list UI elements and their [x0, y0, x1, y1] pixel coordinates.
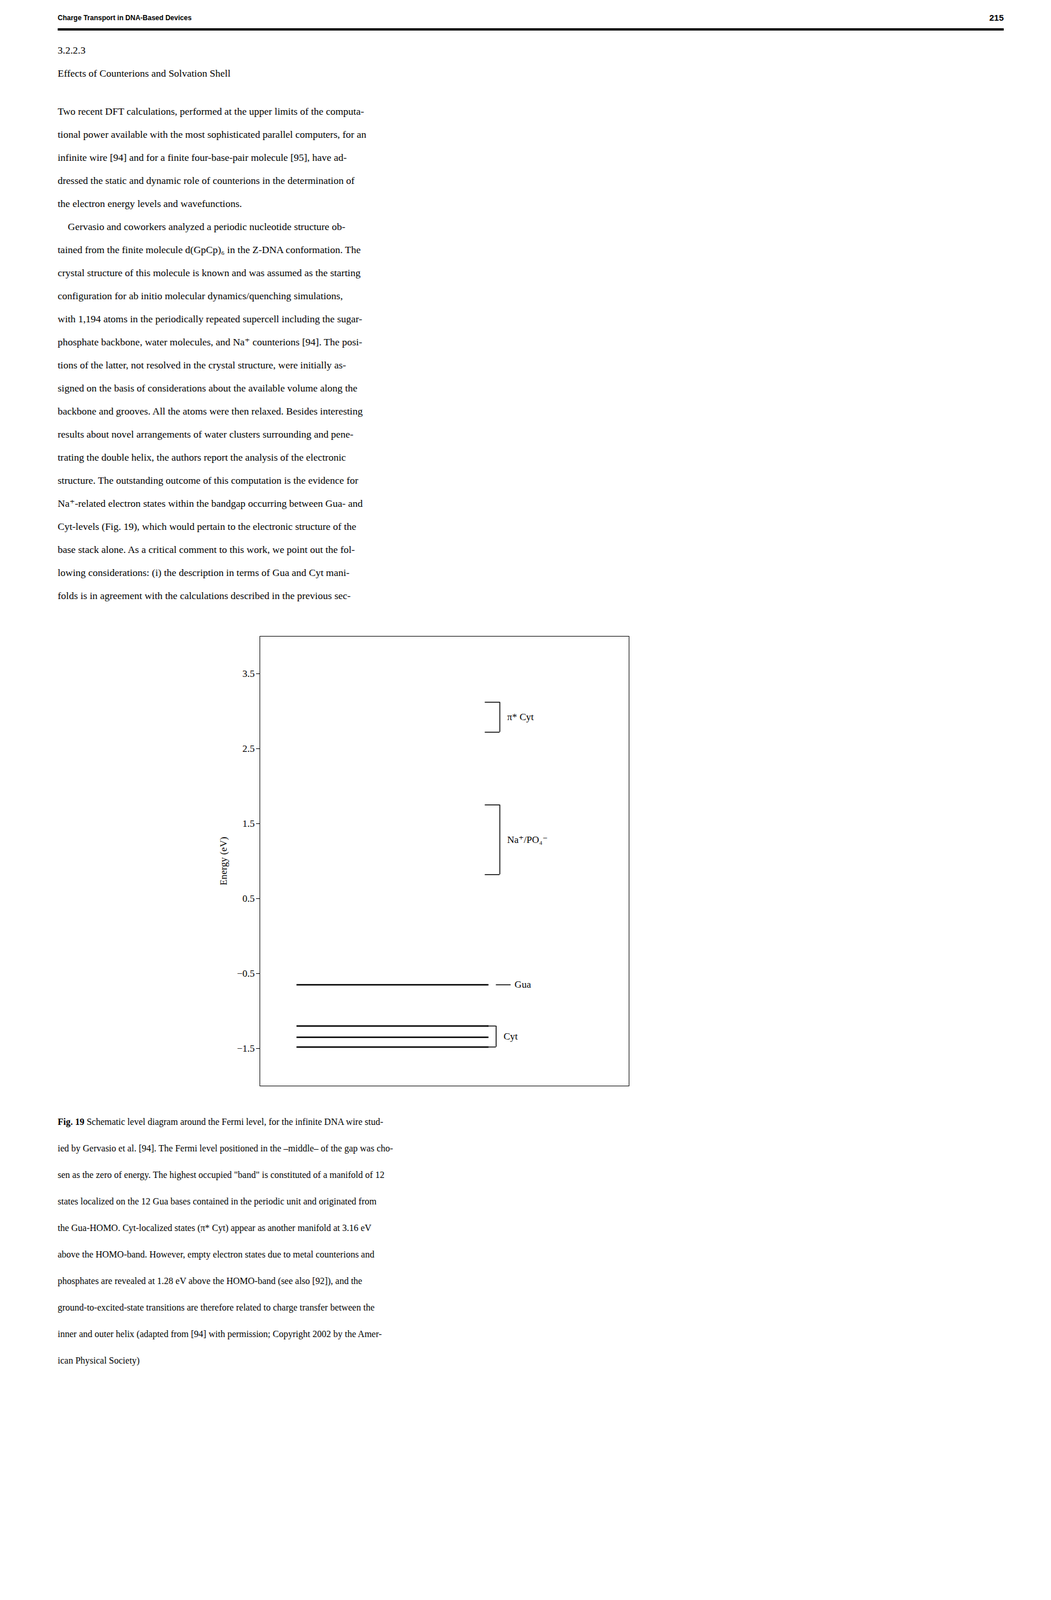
html-text:the electron energy levels and: the electron energy levels and wavefunct…	[57, 197, 242, 210]
html-text:dressed the static and dynamic: dressed the static and dynamic role of c…	[57, 174, 355, 187]
svg-text:−1.5: −1.5	[237, 1043, 255, 1055]
html-text:tional power available with th: tional power available with the most sop…	[57, 128, 367, 141]
html-text:signed on the basis of conside: signed on the basis of considerations ab…	[57, 382, 358, 394]
html-text:configuration for ab initio mo: configuration for ab initio molecular dy…	[57, 290, 343, 302]
html-text:sen as the zero of energy. The: sen as the zero of energy. The highest o…	[57, 1170, 385, 1181]
svg-text:3.5: 3.5	[242, 668, 255, 680]
html-text:with 1,194 atoms in the period: with 1,194 atoms in the periodically rep…	[57, 313, 363, 325]
html-text:ied by Gervasio et al. [94]. T: ied by Gervasio et al. [94]. The Fermi l…	[57, 1143, 394, 1154]
svg-text:0.5: 0.5	[242, 893, 255, 905]
html-text:3.2.2.3: 3.2.2.3	[57, 44, 86, 56]
html-text:the Gua-HOMO. Cyt-localized st: the Gua-HOMO. Cyt-localized states (π* C…	[57, 1223, 372, 1234]
svg-text:2.5: 2.5	[242, 743, 255, 755]
html-text:backbone and grooves. All the: backbone and grooves. All the atoms were…	[57, 405, 363, 418]
svg-text:Cyt: Cyt	[503, 1031, 519, 1043]
html-text:base stack alone. As a critica: base stack alone. As a critical comment …	[57, 543, 355, 556]
html-text:Charge Transport in DNA-Based: Charge Transport in DNA-Based Devices	[57, 13, 192, 22]
html-text:inner and outer helix (adapted: inner and outer helix (adapted from [94]…	[57, 1329, 382, 1340]
html-text:Gervasio and coworkers analyze: Gervasio and coworkers analyzed a period…	[57, 220, 346, 233]
html-text:tained from the finite molecul: tained from the finite molecule d(GpCp)₆…	[57, 244, 361, 256]
svg-text:−0.5: −0.5	[237, 968, 255, 980]
html-text:Fig. 19 Schematic level diagra: Fig. 19 Schematic level diagram around t…	[57, 1117, 384, 1128]
html-text:tions of the latter, not resol: tions of the latter, not resolved in the…	[57, 359, 346, 371]
svg-text:1.5: 1.5	[242, 818, 255, 830]
html-text:states localized on the 12 Gua: states localized on the 12 Gua bases con…	[57, 1196, 377, 1207]
html-text:Effects of Counterions and Sol: Effects of Counterions and Solvation She…	[57, 67, 231, 80]
html-text:Na⁺-related electron states wi: Na⁺-related electron states within the b…	[57, 497, 363, 510]
html-text:trating the double helix, the: trating the double helix, the authors re…	[57, 451, 346, 464]
html-text:results about novel arrangemen: results about novel arrangements of wate…	[57, 428, 354, 441]
html-text:infinite wire [94] and for a f: infinite wire [94] and for a finite four…	[57, 151, 347, 164]
html-text:above the HOMO-band. However,: above the HOMO-band. However, empty elec…	[57, 1250, 375, 1260]
html-text:crystal structure of this mole: crystal structure of this molecule is kn…	[57, 267, 361, 279]
svg-text:Energy (eV): Energy (eV)	[218, 836, 230, 886]
svg-text:Na⁺/PO₄⁻: Na⁺/PO₄⁻	[507, 834, 548, 846]
html-text:Two recent DFT calculations, p: Two recent DFT calculations, performed a…	[57, 105, 365, 118]
html-text:phosphates are revealed at 1.2: phosphates are revealed at 1.28 eV above…	[57, 1276, 363, 1287]
svg-text:Gua: Gua	[514, 979, 532, 991]
html-text:lowing considerations: (i) the: lowing considerations: (i) the descripti…	[57, 567, 350, 579]
html-text:folds is in agreement with the: folds is in agreement with the calculati…	[57, 590, 351, 602]
html-text:ican Physical Society): ican Physical Society)	[57, 1356, 140, 1366]
html-text:215: 215	[989, 12, 1004, 23]
html-text:ground-to-excited-state transi: ground-to-excited-state transitions are …	[57, 1303, 375, 1313]
svg-text:π* Cyt: π* Cyt	[507, 711, 534, 723]
html-text:structure. The outstanding out: structure. The outstanding outcome of th…	[57, 474, 359, 487]
html-text:phosphate backbone, water mole: phosphate backbone, water molecules, and…	[57, 336, 363, 348]
html-text:Cyt-levels (Fig. 19), which wo: Cyt-levels (Fig. 19), which would pertai…	[57, 520, 357, 533]
